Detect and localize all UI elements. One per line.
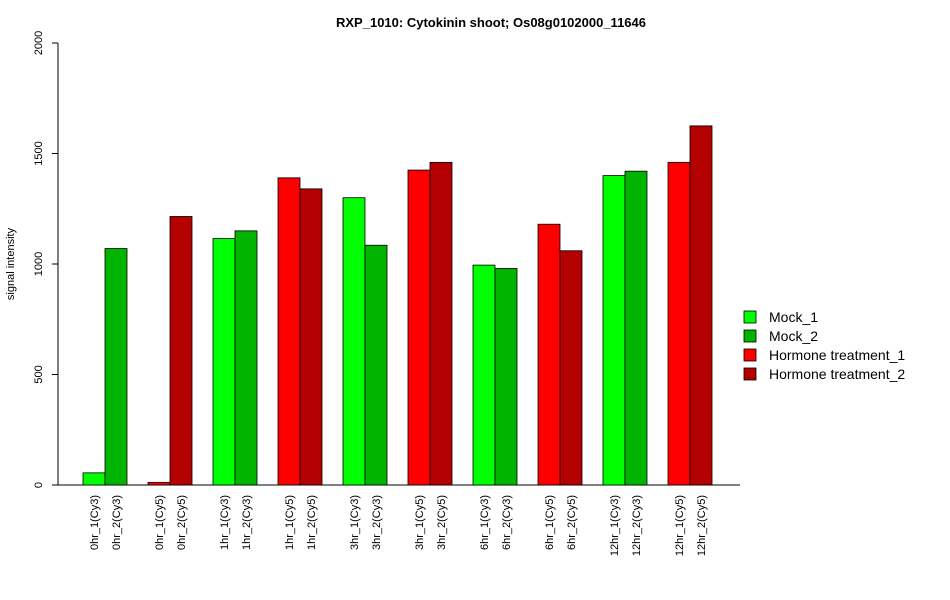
x-tick-label: 12hr_1(Cy5)	[674, 495, 686, 556]
y-tick-label: 1000	[33, 252, 45, 276]
legend-label: Mock_2	[769, 328, 818, 344]
legend: Mock_1 Mock_2 Hormone treatment_1 Hormone t…	[743, 309, 905, 382]
x-tick-label: 6hr_2(Cy3)	[501, 495, 513, 550]
x-tick-label: 3hr_1(Cy5)	[414, 495, 426, 550]
bar	[104, 248, 128, 486]
x-tick-label: 3hr_2(Cy5)	[436, 495, 448, 550]
legend-label: Hormone treatment_2	[769, 366, 905, 382]
y-tick-label: 500	[33, 365, 45, 383]
x-tick-label: 0hr_1(Cy3)	[89, 495, 101, 550]
x-tick-label: 0hr_1(Cy5)	[154, 495, 166, 550]
chart-title: RXP_1010: Cytokinin shoot; Os08g0102000_…	[336, 15, 646, 30]
legend-label: Hormone treatment_1	[769, 347, 905, 363]
bar	[82, 472, 106, 486]
x-tick-label: 12hr_2(Cy5)	[696, 495, 708, 556]
legend-swatch	[743, 367, 757, 381]
bar	[667, 161, 691, 486]
bar	[407, 169, 431, 486]
bar	[429, 161, 453, 486]
bar	[472, 264, 496, 486]
x-tick-label: 6hr_2(Cy5)	[566, 495, 578, 550]
bar	[602, 175, 626, 486]
bar	[147, 481, 171, 486]
x-tick-label: 1hr_1(Cy5)	[284, 495, 296, 550]
bar	[364, 244, 388, 486]
x-tick-label: 12hr_2(Cy3)	[631, 495, 643, 556]
y-tick-label: 2000	[33, 31, 45, 55]
legend-label: Mock_1	[769, 309, 818, 325]
x-tick-label: 1hr_2(Cy5)	[306, 495, 318, 550]
x-tick-label: 1hr_2(Cy3)	[241, 495, 253, 550]
bar	[559, 250, 583, 486]
x-tick-label: 3hr_1(Cy3)	[349, 495, 361, 550]
bar	[234, 230, 258, 486]
bar	[494, 268, 518, 486]
legend-swatch	[743, 348, 757, 362]
y-tick-label: 1500	[33, 141, 45, 165]
x-tick-label: 1hr_1(Cy3)	[219, 495, 231, 550]
bar	[689, 125, 713, 486]
bar	[277, 177, 301, 486]
bar	[212, 238, 236, 486]
legend-swatch	[743, 329, 757, 343]
bar	[169, 216, 193, 486]
x-tick-label: 6hr_1(Cy3)	[479, 495, 491, 550]
y-axis-title: signal intensity	[5, 227, 17, 300]
x-tick-label: 6hr_1(Cy5)	[544, 495, 556, 550]
x-tick-label: 0hr_2(Cy3)	[111, 495, 123, 550]
bar	[624, 170, 648, 486]
bar	[299, 188, 323, 486]
legend-swatch	[743, 310, 757, 324]
bar	[342, 197, 366, 486]
y-tick-label: 0	[33, 482, 45, 488]
x-tick-label: 12hr_1(Cy3)	[609, 495, 621, 556]
x-tick-label: 3hr_2(Cy3)	[371, 495, 383, 550]
bar	[537, 223, 561, 486]
x-tick-label: 0hr_2(Cy5)	[176, 495, 188, 550]
